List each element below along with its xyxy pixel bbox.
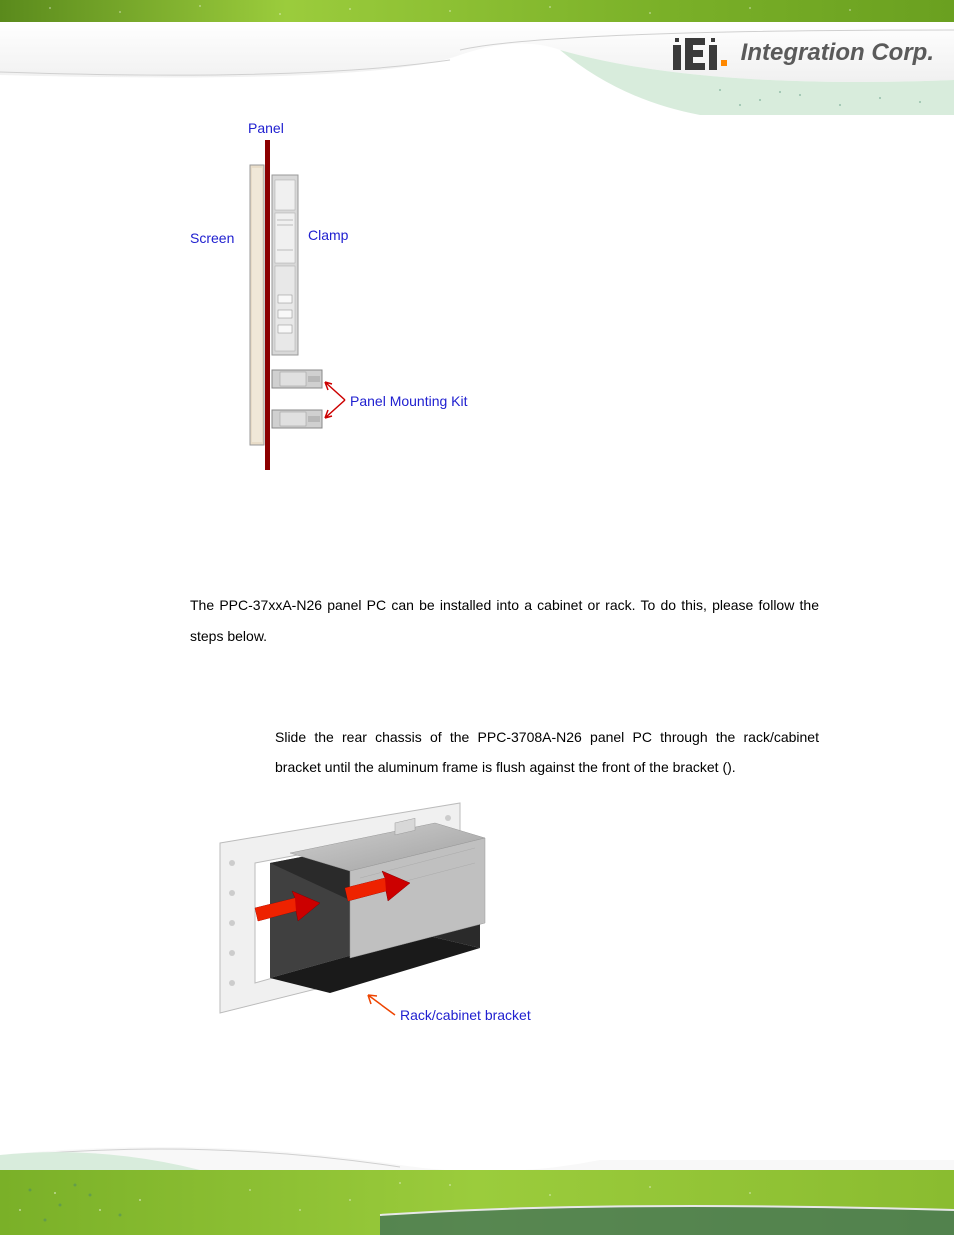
logo-iei-icon	[673, 30, 733, 75]
footer-background	[0, 1115, 954, 1235]
figure1-diagram	[190, 120, 690, 490]
figure-panel-mounting: Panel Screen Clamp Panel Mounting Kit	[190, 120, 690, 490]
footer-banner	[0, 1115, 954, 1235]
logo-text: Integration Corp.	[741, 39, 934, 67]
figure2-label-bracket: Rack/cabinet bracket	[400, 1007, 531, 1023]
intro-paragraph: The PPC-37xxA-N26 panel PC can be instal…	[190, 590, 819, 652]
step-text-part1: Slide the rear chassis of the PPC-3708A-…	[275, 729, 819, 776]
step-paragraph: Slide the rear chassis of the PPC-3708A-…	[275, 722, 819, 784]
header-banner: Integration Corp.	[0, 0, 954, 115]
figure1-label-mounting-kit: Panel Mounting Kit	[350, 393, 468, 409]
content-area: Panel Screen Clamp Panel Mounting Kit Th…	[0, 115, 954, 1053]
logo-container: Integration Corp.	[673, 30, 934, 75]
figure-rack-bracket: Rack/cabinet bracket	[200, 793, 620, 1053]
figure1-label-clamp: Clamp	[308, 227, 348, 243]
figure1-label-screen: Screen	[190, 230, 234, 246]
figure1-label-panel: Panel	[248, 120, 284, 136]
step-text-part2: ).	[727, 759, 736, 775]
